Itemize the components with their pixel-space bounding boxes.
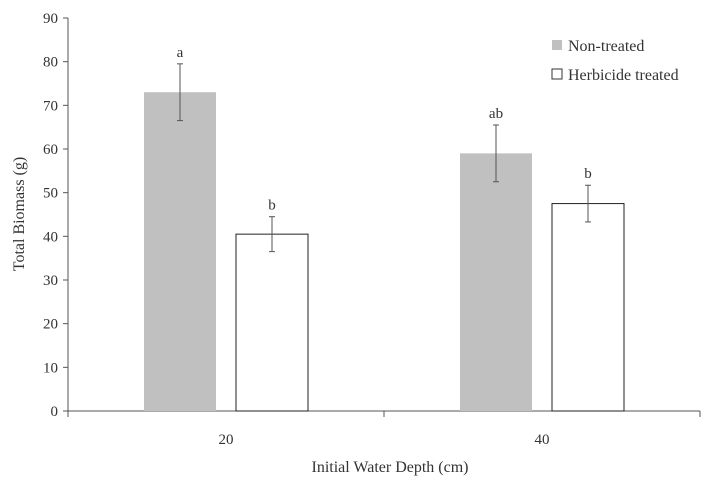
y-axis-title: Total Biomass (g): [11, 157, 28, 271]
y-tick-label: 0: [51, 404, 59, 420]
significance-label: ab: [489, 106, 503, 122]
legend-swatch-non-treated: [552, 40, 562, 50]
y-tick-label: 80: [43, 55, 58, 71]
y-tick-label: 20: [43, 317, 58, 333]
x-axis-title: Initial Water Depth (cm): [311, 459, 468, 476]
significance-label: a: [177, 45, 184, 61]
bar: [460, 153, 532, 411]
y-tick-label: 90: [43, 11, 58, 27]
y-tick-label: 60: [43, 142, 58, 158]
x-tick-label: 20: [219, 432, 234, 448]
legend-label-herbicide-treated: Herbicide treated: [568, 67, 679, 84]
y-tick-label: 10: [43, 360, 58, 376]
y-axis: 0 10 20 30 40 50 60 70 80 90: [43, 11, 69, 420]
bars: [144, 92, 625, 412]
significance-label: b: [268, 198, 276, 214]
legend-swatch-herbicide-treated: [551, 68, 563, 80]
significance-label: b: [584, 166, 592, 182]
y-tick-label: 70: [43, 98, 58, 114]
bar: [235, 233, 309, 412]
y-tick-label: 50: [43, 186, 58, 202]
legend: Non-treated Herbicide treated: [551, 38, 679, 84]
legend-label-non-treated: Non-treated: [568, 38, 644, 55]
x-axis: 20 40: [67, 410, 701, 448]
y-tick-label: 40: [43, 229, 58, 245]
bar: [551, 203, 625, 412]
error-bars: [177, 63, 591, 253]
y-tick-label: 30: [43, 273, 58, 289]
bar: [144, 92, 216, 411]
x-tick-label: 40: [535, 432, 550, 448]
